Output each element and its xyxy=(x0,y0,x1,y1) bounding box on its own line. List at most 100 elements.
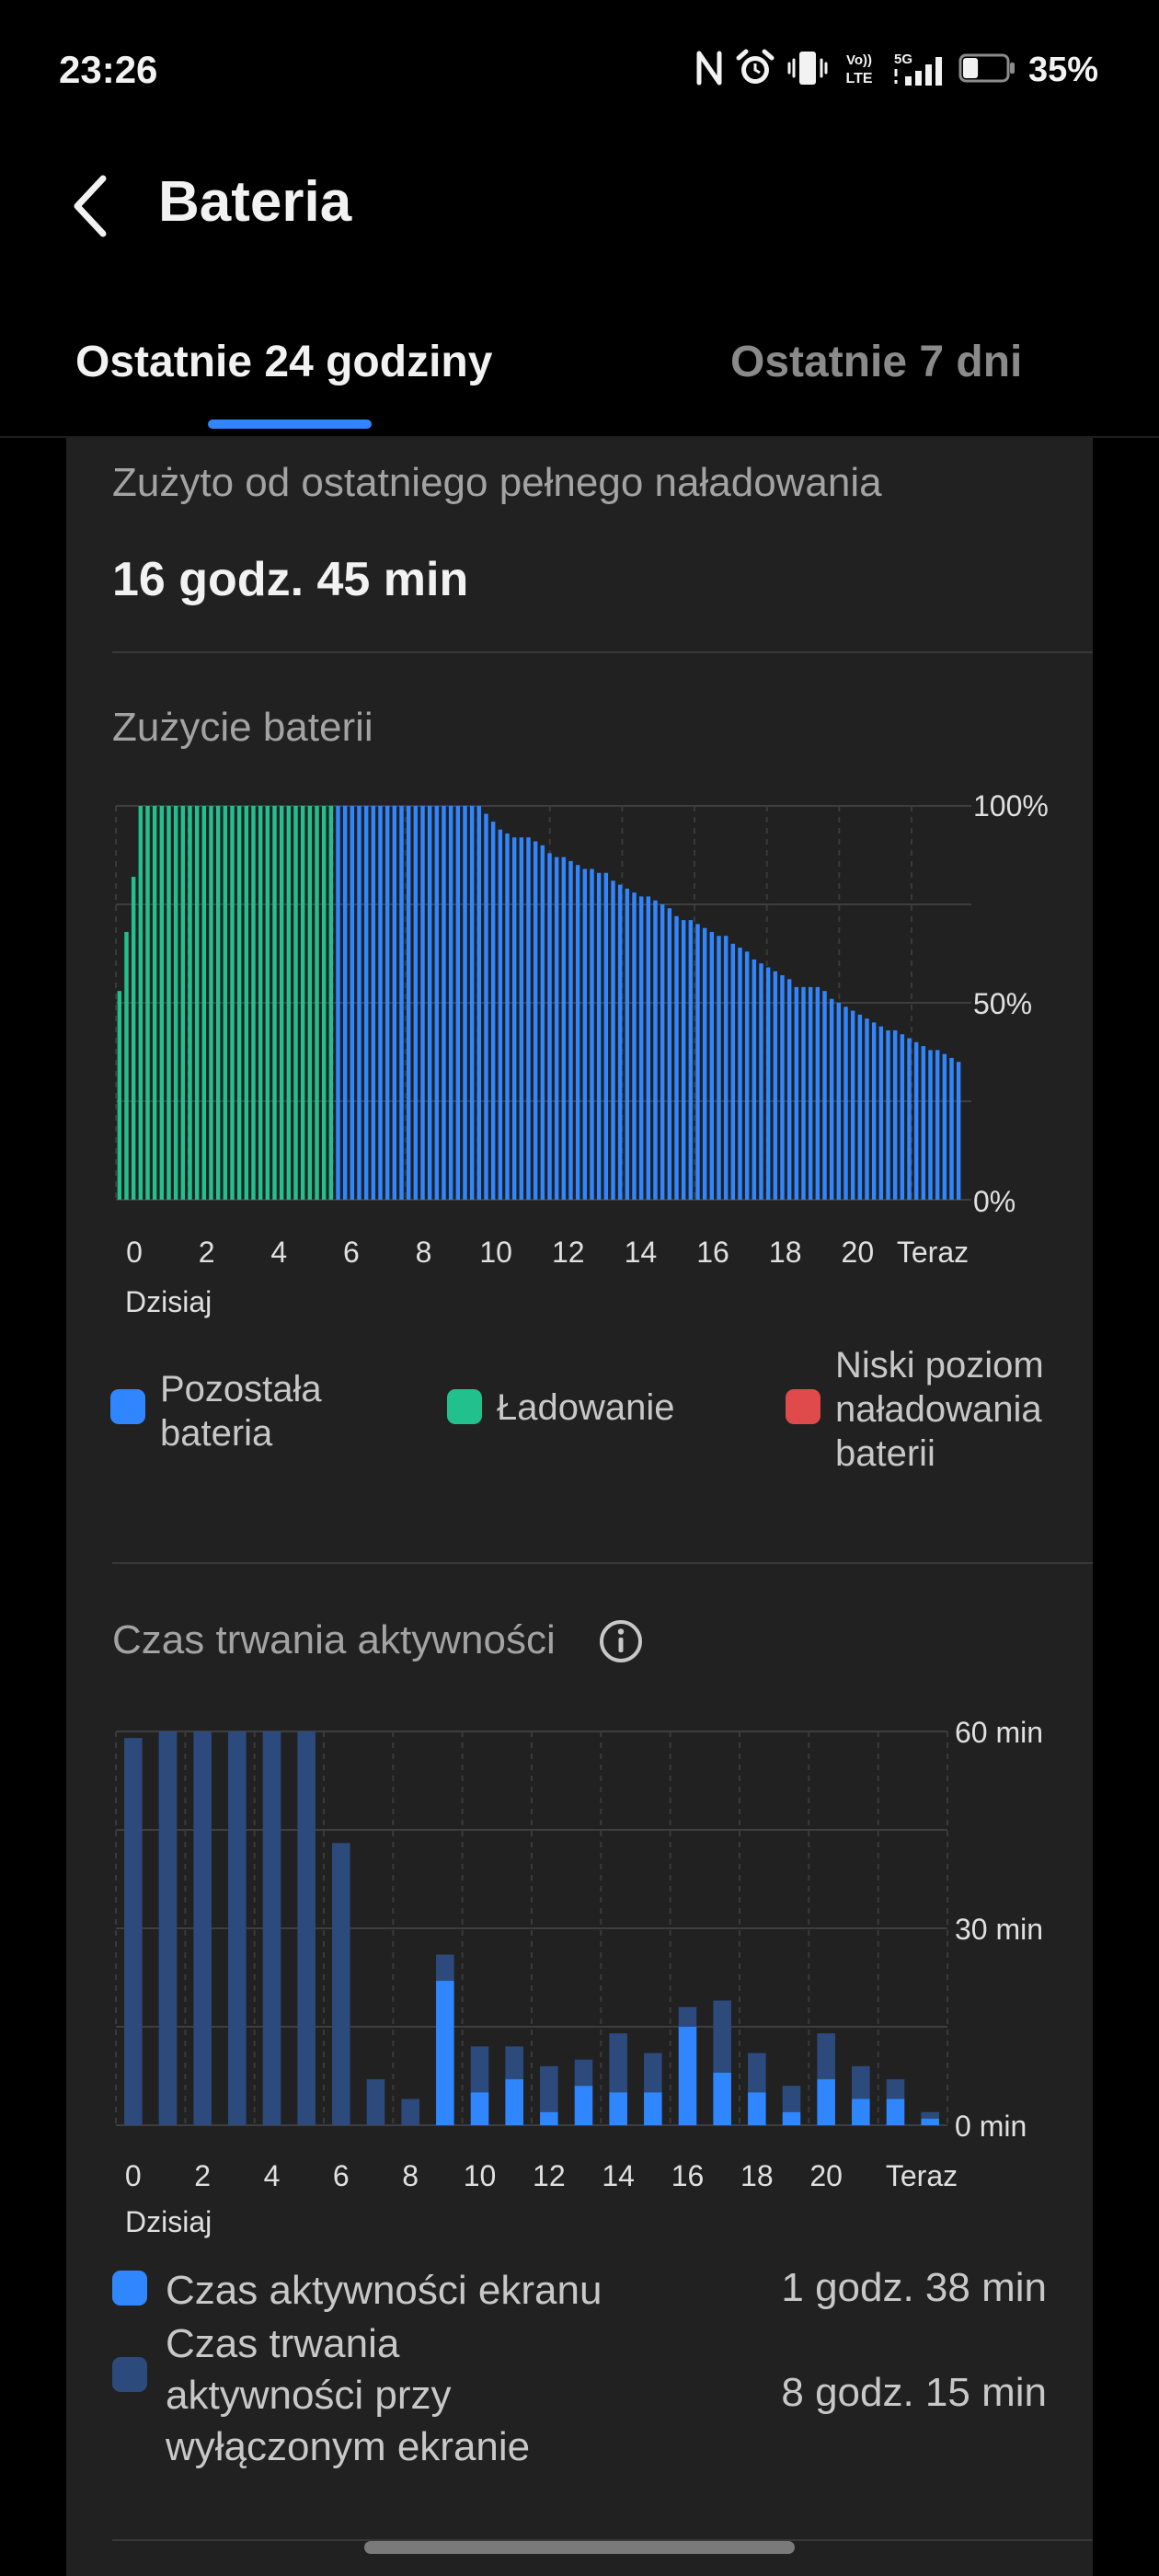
x-tick-label: 8 xyxy=(416,1236,432,1269)
battery-bar xyxy=(258,806,263,1200)
battery-bar xyxy=(511,837,517,1200)
volte-label-top: Vo)) xyxy=(846,52,872,68)
battery-bar xyxy=(188,806,192,1200)
alarm-icon xyxy=(736,49,775,92)
status-bar: 23:26 Vo)) LTE 5G 35% xyxy=(0,0,1159,147)
battery-bar xyxy=(342,806,348,1200)
x-tick-label: 0 xyxy=(126,1236,143,1269)
battery-bar xyxy=(434,806,440,1200)
battery-bar xyxy=(406,806,411,1200)
battery-bar xyxy=(159,806,165,1200)
legend-swatch xyxy=(110,1389,145,1424)
screen-off-bar xyxy=(644,2053,662,2093)
screen-off-time-row: Czas trwania aktywności przy wyłączonym … xyxy=(112,2318,1047,2473)
screen-off-time-value: 8 godz. 15 min xyxy=(781,2370,1047,2415)
battery-bar xyxy=(836,1003,842,1200)
signal-5g-icon: 5G xyxy=(890,49,946,92)
battery-bar xyxy=(469,806,475,1200)
x-tick-label: 8 xyxy=(402,2159,419,2192)
x-tick-label: 18 xyxy=(769,1236,802,1269)
screen-off-bar xyxy=(401,2099,419,2125)
battery-bar xyxy=(392,806,397,1200)
battery-percent: 35% xyxy=(1027,50,1098,89)
battery-bar xyxy=(568,860,573,1200)
screen-on-bar xyxy=(886,2099,905,2125)
network-label: 5G xyxy=(894,52,912,67)
screen-on-bar xyxy=(470,2092,489,2125)
screen-on-swatch xyxy=(112,2271,147,2306)
x-tick-label: 2 xyxy=(194,2159,211,2192)
tabs-divider xyxy=(0,436,1159,438)
back-button[interactable] xyxy=(66,171,121,241)
screen-off-time-label: Czas trwania aktywności przy wyłączonym … xyxy=(166,2321,531,2469)
battery-bar xyxy=(843,1006,848,1200)
screen-on-bar xyxy=(817,2079,835,2125)
screen-off-bar xyxy=(713,2000,731,2073)
battery-bar xyxy=(547,853,552,1200)
x-tick-label: 14 xyxy=(625,1236,658,1269)
home-indicator[interactable] xyxy=(364,2541,795,2554)
x-tick-label: 16 xyxy=(671,2159,705,2192)
battery-bar xyxy=(371,806,376,1200)
screen-off-bar xyxy=(817,2033,835,2080)
battery-bar xyxy=(871,1022,877,1200)
y-tick-0min: 0 min xyxy=(955,2110,1027,2143)
screen-off-bar xyxy=(678,2007,697,2027)
battery-icon xyxy=(958,52,1016,88)
battery-bar xyxy=(117,991,122,1200)
battery-bar xyxy=(786,979,792,1200)
battery-bar xyxy=(427,806,432,1200)
volte-icon: Vo)) LTE xyxy=(841,49,878,92)
battery-bar xyxy=(265,806,270,1200)
battery-bar xyxy=(660,904,665,1200)
screen-off-bar xyxy=(228,1731,247,2125)
screen-off-bar xyxy=(574,2059,593,2087)
battery-bar xyxy=(688,920,694,1200)
battery-bar xyxy=(801,986,806,1200)
info-icon[interactable] xyxy=(598,1618,644,1669)
legend-swatch xyxy=(786,1389,820,1424)
screen-off-bar xyxy=(366,2079,385,2125)
battery-bar xyxy=(463,806,467,1200)
legend-label: Ładowanie xyxy=(497,1387,675,1428)
legend-swatch xyxy=(447,1389,482,1424)
battery-bar xyxy=(201,806,207,1200)
tab-last-24-hours[interactable]: Ostatnie 24 godziny xyxy=(75,338,493,386)
battery-bar xyxy=(484,813,488,1200)
nfc-icon xyxy=(695,50,723,91)
battery-bar xyxy=(850,1010,855,1200)
y-tick-0: 0% xyxy=(973,1185,1016,1218)
screen-on-bar xyxy=(436,1981,454,2125)
battery-bar xyxy=(251,806,256,1200)
battery-bar xyxy=(892,1029,898,1200)
battery-bar xyxy=(646,896,651,1200)
battery-bar xyxy=(738,948,742,1200)
y-tick-60min: 60 min xyxy=(955,1716,1043,1749)
x-tick-label: Teraz xyxy=(886,2159,958,2192)
screen-on-bar xyxy=(609,2092,627,2125)
x-tick-label: 4 xyxy=(264,2159,281,2192)
x-tick-label: 0 xyxy=(125,2159,142,2192)
screen-off-bar xyxy=(297,1731,316,2125)
battery-bar xyxy=(131,877,136,1200)
screen-on-bar xyxy=(921,2118,939,2125)
screen-off-bar xyxy=(158,1731,178,2125)
battery-bar xyxy=(900,1034,905,1200)
section-divider xyxy=(112,651,1093,653)
y-tick-30min: 30 min xyxy=(955,1913,1043,1946)
battery-bar xyxy=(638,896,644,1200)
battery-bar xyxy=(667,908,672,1200)
screen-on-bar xyxy=(574,2086,593,2125)
legend-label: Pozostała bateria xyxy=(160,1369,322,1454)
battery-bar xyxy=(442,806,446,1200)
tab-last-7-days[interactable]: Ostatnie 7 dni xyxy=(730,338,1023,386)
battery-bar xyxy=(286,806,292,1200)
battery-bar xyxy=(194,806,200,1200)
legend-label: Niski poziom naładowania baterii xyxy=(835,1345,1044,1474)
battery-bar xyxy=(878,1026,884,1200)
battery-bar xyxy=(829,998,834,1200)
battery-bar xyxy=(717,936,721,1200)
x-tick-label: 2 xyxy=(199,1236,215,1269)
battery-bar xyxy=(413,806,419,1200)
screen-off-bar xyxy=(886,2079,905,2099)
